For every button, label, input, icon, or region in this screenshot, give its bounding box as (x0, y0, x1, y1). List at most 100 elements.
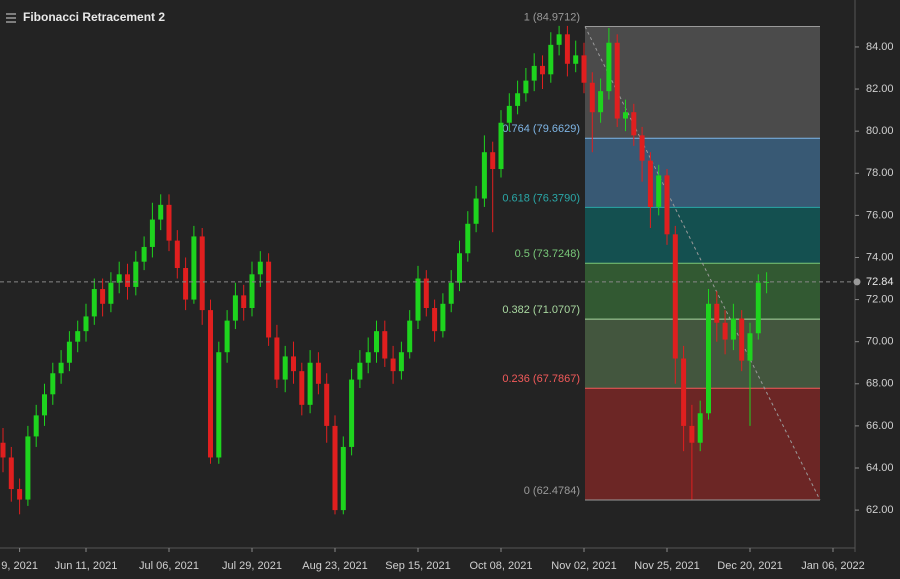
candle-body (108, 282, 114, 304)
candle-body (598, 91, 604, 113)
candle-body (357, 362, 363, 380)
candle-body (340, 446, 346, 511)
candle-body (548, 44, 554, 75)
candle-body (706, 303, 711, 414)
fib-label: 0.382 (71.0707) (502, 304, 580, 316)
y-tick-label: 64.00 (866, 462, 894, 474)
y-tick-label: 70.00 (866, 336, 894, 348)
y-tick-label: 84.00 (866, 41, 894, 53)
candle-body (457, 253, 462, 283)
candle-body (133, 261, 139, 287)
y-tick-label: 78.00 (866, 167, 894, 179)
candle-body (398, 352, 404, 372)
candle-body (581, 55, 587, 83)
candle-body (755, 282, 761, 334)
candle-body (191, 236, 197, 300)
candle-body (365, 352, 371, 363)
candle-body (473, 198, 479, 224)
x-tick-label: Aug 23, 2021 (302, 560, 367, 572)
candle-body (166, 204, 172, 241)
fib-band (585, 263, 820, 320)
candle-body (739, 318, 745, 361)
candle-body (91, 289, 97, 317)
candle-body (216, 352, 222, 458)
candle-body (623, 112, 628, 119)
candle-body (697, 413, 703, 443)
y-tick-label: 80.00 (866, 125, 894, 137)
x-tick-label: Sep 15, 2021 (385, 560, 450, 572)
candle-body (149, 219, 155, 247)
candle-body (589, 82, 595, 113)
candle-body (656, 175, 662, 207)
y-tick-label: 72.00 (866, 293, 894, 305)
candle-body (282, 356, 288, 380)
fib-band (585, 138, 820, 208)
x-tick-label: Nov 02, 2021 (551, 560, 616, 572)
candle-body (714, 303, 720, 323)
candle-body (374, 331, 379, 353)
fib-band (585, 319, 820, 389)
candle-body (498, 122, 504, 170)
candle-body (232, 295, 238, 321)
candle-body (390, 358, 396, 372)
candle-body (556, 34, 562, 45)
candle-body (672, 234, 678, 359)
candle-body (249, 274, 255, 308)
fib-band (585, 207, 820, 264)
candle-body (448, 282, 454, 304)
candle-body (174, 240, 180, 268)
candle-body (25, 436, 31, 500)
candle-body (116, 274, 122, 283)
candle-body (199, 236, 205, 311)
candle-body (183, 268, 189, 300)
candle-body (299, 371, 305, 405)
candle-body (573, 55, 579, 64)
candle-body (266, 261, 272, 338)
candle-body (481, 152, 487, 199)
current-price-label: 72.84 (866, 276, 894, 288)
candle-body (614, 42, 620, 119)
candle-body (465, 223, 471, 254)
candle-body (664, 175, 670, 235)
candle-body (141, 246, 147, 262)
candle-body (432, 308, 438, 332)
candle-body (415, 278, 421, 321)
candle-body (515, 93, 521, 106)
candle-body (689, 425, 695, 443)
candle-body (33, 415, 39, 437)
candle-body (66, 341, 72, 363)
candle-body (440, 303, 446, 332)
candle-body (647, 160, 653, 207)
x-tick-label: Nov 25, 2021 (634, 560, 699, 572)
fib-label: 1 (84.9712) (524, 11, 580, 23)
y-tick-label: 68.00 (866, 378, 894, 390)
y-tick-label: 82.00 (866, 83, 894, 95)
candle-body (17, 489, 23, 500)
x-tick-label: 9, 2021 (1, 560, 38, 572)
candle-body (747, 333, 753, 361)
candle-body (274, 337, 280, 380)
y-tick-label: 66.00 (866, 420, 894, 432)
fib-label: 0 (62.4784) (524, 485, 580, 497)
fib-label: 0.618 (76.3790) (502, 192, 580, 204)
candle-body (8, 457, 14, 490)
fib-label: 0.236 (67.7867) (502, 373, 580, 385)
candle-body (291, 356, 296, 372)
candle-body (407, 320, 413, 353)
candle-body (523, 80, 529, 94)
candle-body (42, 394, 47, 416)
candle-body (349, 379, 355, 447)
candle-body (639, 135, 645, 161)
candle-body (100, 289, 106, 304)
candle-body (631, 112, 637, 136)
candle-body (58, 362, 64, 374)
candle-body (75, 331, 81, 342)
candle-body (158, 204, 164, 220)
candle-body (681, 358, 687, 426)
candle-body (382, 331, 388, 359)
x-tick-label: Jan 06, 2022 (801, 560, 865, 572)
candle-body (490, 152, 496, 170)
candle-body (722, 322, 728, 340)
candle-body (307, 362, 313, 405)
